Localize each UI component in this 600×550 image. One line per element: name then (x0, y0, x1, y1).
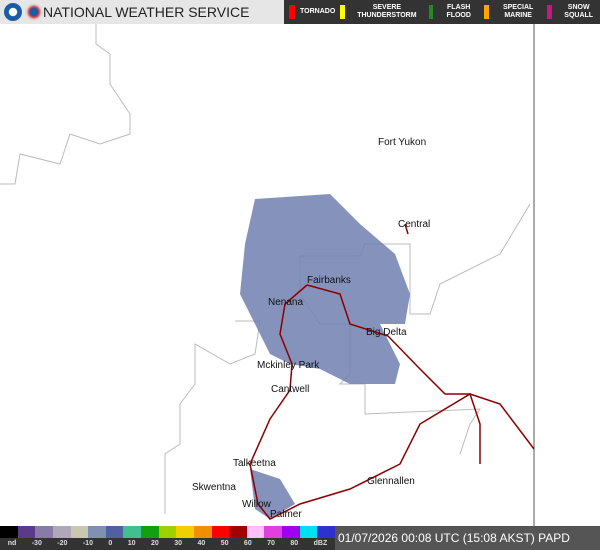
hazard-label: SPECIAL MARINE (502, 4, 534, 19)
scale-color (229, 526, 247, 538)
header: NATIONAL WEATHER SERVICE TORNADO SEVERE T… (0, 0, 600, 24)
scale-color (105, 526, 124, 538)
scale-tick: 40 (197, 540, 206, 547)
hazard-label: FLASH FLOOD (446, 4, 471, 19)
city-label: Fort Yukon (378, 137, 427, 148)
hazard-label: SNOW SQUALL (564, 4, 594, 19)
city-label: Mckinley Park (257, 360, 320, 371)
city-label: Cantwell (271, 384, 310, 395)
city-label: Nenana (268, 297, 304, 308)
hazard-swatch (428, 5, 434, 19)
reflectivity-legend: nd -30 -20 -10 0 10 20 30 40 50 60 70 80 dBZ (0, 526, 335, 550)
radar-map[interactable] (0, 24, 600, 526)
scale-color (317, 526, 335, 538)
city-label: Skwentna (192, 482, 236, 493)
hazard-swatch (547, 5, 553, 19)
scale-tick: -20 (57, 540, 68, 547)
city-label: Big Delta (366, 327, 407, 338)
color-scale (0, 526, 335, 538)
scale-tick: 10 (127, 540, 136, 547)
hazard-label: SEVERE THUNDERSTORM (357, 4, 417, 19)
hazard-3: SPECIAL MARINE (479, 0, 543, 24)
scale-color (158, 526, 177, 538)
hazard-label: TORNADO (300, 8, 336, 15)
scale-color (282, 526, 300, 538)
scale-color (52, 526, 71, 538)
city-label: Palmer (270, 509, 302, 520)
hazard-legend: TORNADO SEVERE THUNDERSTORM FLASH FLOOD SPE… (284, 0, 600, 24)
nws-logo-icon (25, 3, 43, 21)
city-label: Fairbanks (307, 275, 351, 286)
page-title: NATIONAL WEATHER SERVICE (43, 4, 250, 20)
scale-tick: 20 (150, 540, 159, 547)
scale-tick: 70 (267, 540, 275, 547)
radar-echo (240, 194, 410, 519)
hazard-0: TORNADO (284, 0, 335, 24)
scale-tick: nd (7, 540, 17, 547)
hazard-1: SEVERE THUNDERSTORM (335, 0, 423, 24)
hazard-4: SNOW SQUALL (542, 0, 600, 24)
scale-tick: -10 (82, 540, 93, 547)
scale-color (211, 526, 230, 538)
logos (4, 3, 43, 21)
scale-color (299, 526, 318, 538)
roads (249, 223, 535, 520)
scale-tick: 60 (243, 540, 252, 547)
city-label: Central (398, 219, 431, 230)
scale-color (193, 526, 212, 538)
scale-color (176, 526, 194, 538)
timestamp: 01/07/2026 00:08 UTC (15:08 AKST) PAPD (335, 526, 600, 550)
hazard-swatch (289, 5, 295, 19)
scale-color (88, 526, 106, 538)
city-label: Willow (242, 499, 271, 510)
city-label: Talkeetna (233, 458, 276, 469)
scale-tick: -30 (31, 540, 42, 547)
scale-tick: 50 (220, 540, 229, 547)
scale-color (70, 526, 89, 538)
scale-color (123, 526, 141, 538)
hazard-swatch (483, 5, 489, 19)
scale-color (0, 526, 18, 538)
noaa-logo-icon (4, 3, 22, 21)
scale-ticks: nd -30 -20 -10 0 10 20 30 40 50 60 70 80 dBZ (0, 538, 335, 547)
scale-color (141, 526, 159, 538)
scale-tick: dBZ (313, 540, 328, 547)
hazard-swatch (340, 5, 346, 19)
scale-color (35, 526, 53, 538)
scale-tick: 0 (108, 540, 113, 547)
hazard-2: FLASH FLOOD (424, 0, 479, 24)
scale-color (17, 526, 36, 538)
scale-tick: 30 (174, 540, 183, 547)
scale-color (264, 526, 282, 538)
scale-color (246, 526, 265, 538)
city-label: Glennallen (367, 476, 415, 487)
scale-tick: 80 (290, 540, 299, 547)
